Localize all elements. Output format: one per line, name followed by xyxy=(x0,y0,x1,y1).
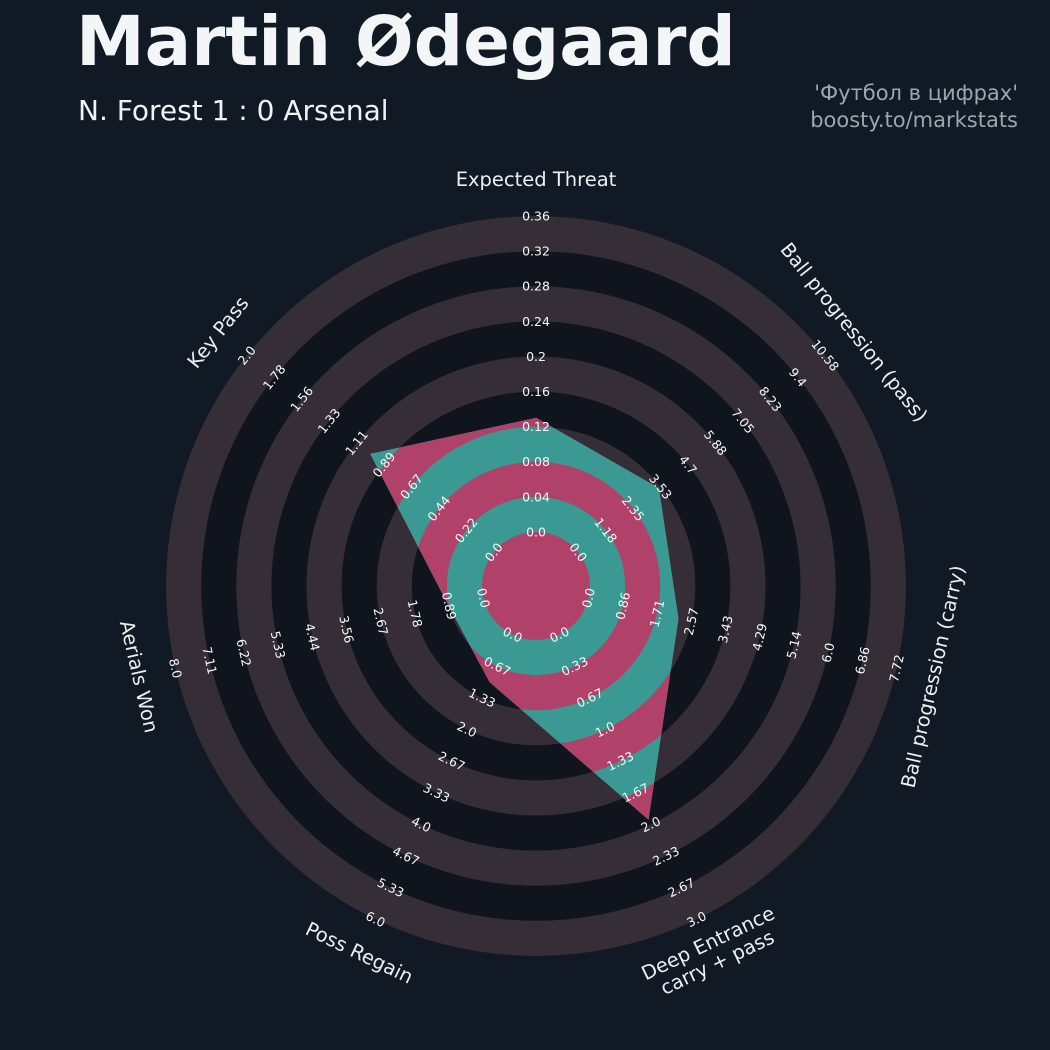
tick-label: 0.04 xyxy=(522,489,550,504)
axis-label: Aerials Won xyxy=(115,618,163,735)
tick-label: 0.0 xyxy=(474,587,493,610)
watermark-url: boosty.to/markstats xyxy=(810,108,1018,132)
tick-label: 1.71 xyxy=(647,598,668,628)
axis-label: Expected Threat xyxy=(456,168,617,191)
tick-label: 7.72 xyxy=(886,653,907,683)
tick-label: 5.14 xyxy=(783,630,804,661)
tick-label: 5.33 xyxy=(268,630,289,660)
watermark: 'Футбол в цифрах' boosty.to/markstats xyxy=(810,80,1018,134)
tick-label: 6.86 xyxy=(852,645,873,676)
tick-label: 4.29 xyxy=(749,622,770,653)
tick-label: 0.24 xyxy=(522,314,550,329)
tick-label: 6.0 xyxy=(819,641,838,664)
tick-label: 6.22 xyxy=(234,637,255,667)
tick-label: 0.89 xyxy=(439,591,460,622)
page-title: Martin Ødegaard xyxy=(76,2,736,82)
tick-label: 0.36 xyxy=(522,208,550,223)
tick-label: 0.08 xyxy=(522,454,550,469)
radar-polygon-center xyxy=(482,532,590,640)
tick-label: 3.56 xyxy=(336,614,357,645)
watermark-channel: 'Футбол в цифрах' xyxy=(814,81,1018,105)
axis-label: Ball progression (carry) xyxy=(897,563,970,790)
tick-label: 2.67 xyxy=(370,606,391,636)
tick-label: 0.16 xyxy=(522,384,550,399)
tick-label: 0.0 xyxy=(579,587,598,610)
tick-label: 8.0 xyxy=(166,657,185,680)
tick-label: 0.12 xyxy=(522,419,550,434)
match-score-subtitle: N. Forest 1 : 0 Arsenal xyxy=(78,94,389,127)
tick-label: 2.57 xyxy=(681,606,702,636)
tick-label: 0.28 xyxy=(522,279,550,294)
tick-label: 4.44 xyxy=(302,622,323,653)
tick-label: 1.78 xyxy=(405,598,426,629)
tick-label: 0.32 xyxy=(522,244,550,259)
tick-label: 0.86 xyxy=(612,590,633,621)
tick-label: 3.43 xyxy=(715,614,736,644)
tick-label: 7.11 xyxy=(199,645,220,675)
tick-label: 0.2 xyxy=(526,349,546,364)
tick-label: 0.0 xyxy=(526,524,546,539)
